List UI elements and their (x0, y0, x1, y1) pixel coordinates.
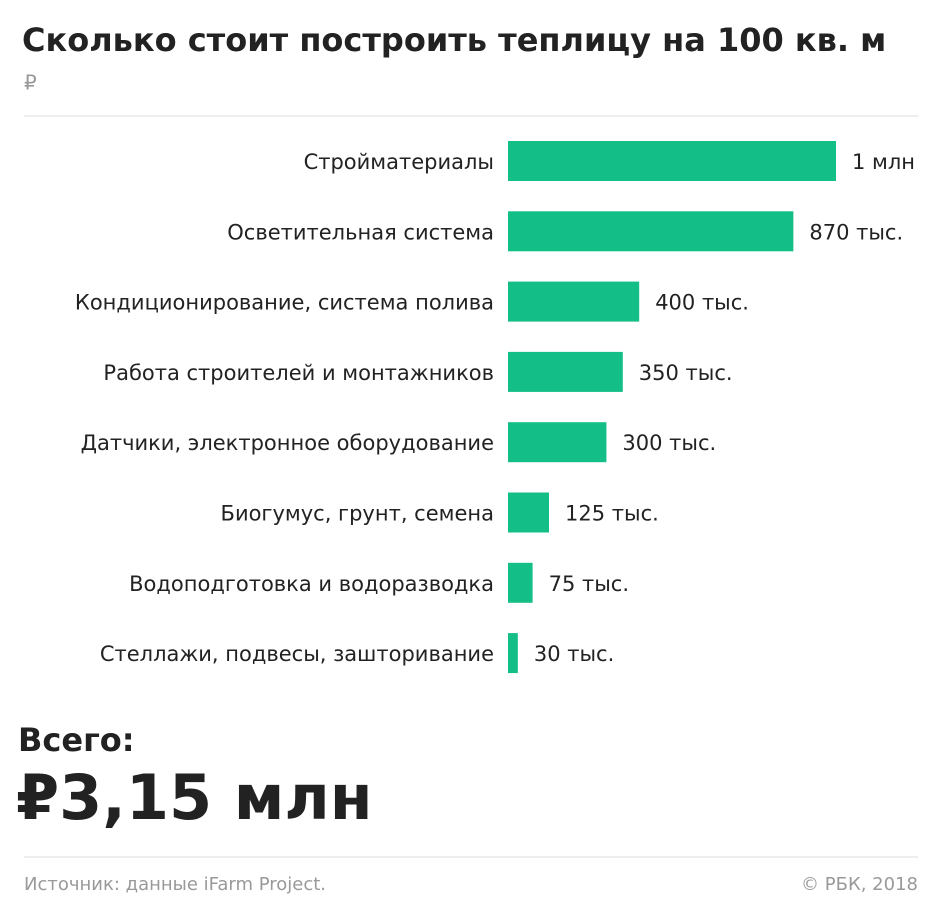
value-label: 75 тыс. (549, 572, 629, 596)
category-label: Стройматериалы (304, 150, 494, 174)
value-label: 125 тыс. (565, 502, 659, 526)
value-label: 30 тыс. (534, 642, 614, 666)
category-label: Водоподготовка и водоразводка (129, 572, 494, 596)
bar (508, 351, 623, 392)
bar (508, 281, 640, 322)
category-label: Биогумус, грунт, семена (221, 502, 494, 526)
bar (508, 141, 836, 181)
bar (508, 633, 518, 674)
category-label: Работа строителей и монтажников (103, 361, 494, 385)
value-label: 1 млн (852, 150, 915, 174)
value-label: 350 тыс. (639, 361, 733, 385)
value-label: 870 тыс. (809, 220, 903, 244)
total-value: ₽3,15 млн (16, 761, 373, 834)
chart-title: Сколько стоит построить теплицу на 100 к… (22, 21, 886, 59)
bar (508, 211, 794, 252)
category-label: Кондиционирование, система полива (75, 291, 494, 315)
bar (508, 422, 607, 463)
credit: © РБК, 2018 (801, 874, 918, 895)
source: Источник: данные iFarm Project. (24, 874, 326, 895)
chart-subtitle: ₽ (24, 71, 37, 95)
bar (508, 562, 533, 603)
category-label: Датчики, электронное оборудование (81, 431, 494, 455)
category-label: Стеллажи, подвесы, зашторивание (100, 642, 494, 666)
value-label: 300 тыс. (622, 431, 716, 455)
bar (508, 492, 549, 533)
value-label: 400 тыс. (655, 291, 749, 315)
category-label: Осветительная система (227, 220, 494, 244)
total-label: Всего: (18, 721, 135, 759)
